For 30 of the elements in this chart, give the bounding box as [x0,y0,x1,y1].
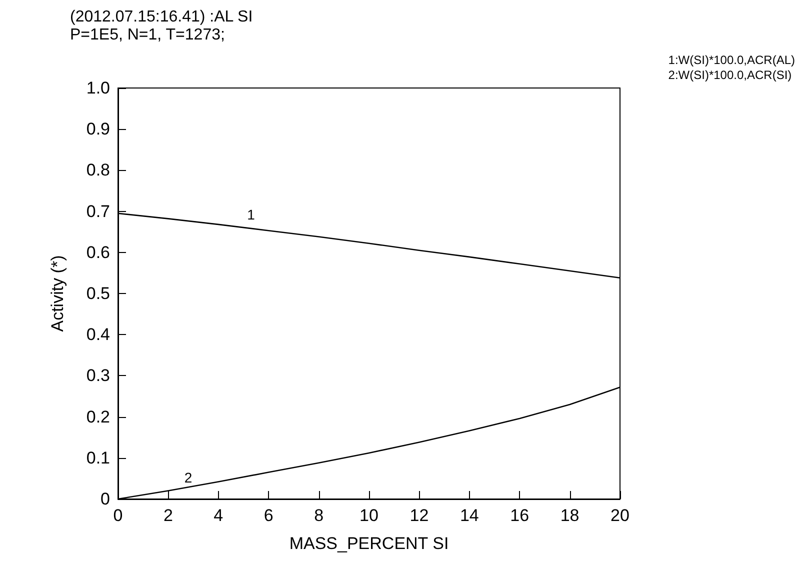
x-tick-label: 8 [314,506,324,525]
x-axis-title: MASS_PERCENT SI [289,534,449,553]
x-tick-label: 10 [360,506,378,525]
y-axis-title: Activity (*) [48,255,67,332]
x-tick-label: 6 [264,506,274,525]
x-tick-label: 12 [410,506,429,525]
x-tick-label: 2 [163,506,173,525]
text: 2:W(SI)*100.0,ACR(SI) [668,68,792,82]
x-tick-label: 14 [460,506,479,525]
y-tick-label: 0.5 [86,284,110,303]
y-tick-label: 0.3 [86,366,110,386]
x-tick-label: 0 [113,506,123,525]
y-tick-label: 0.4 [86,325,110,344]
annotation: 1 [247,206,256,223]
annotation: 2 [184,470,192,486]
y-tick-label: 0.1 [86,448,110,468]
x-tick-label: 18 [560,506,580,525]
y-tick-label: 0.8 [86,160,110,180]
chart-title: (2012.07.15:16.41) :AL SI [70,8,253,26]
y-tick-label: 0.7 [86,202,110,221]
x-tick-label: 4 [214,506,224,525]
chart-subtitle: P=1E5, N=1, T=1273; [70,26,225,44]
y-tick-label: 0.9 [86,120,110,139]
y-tick-label: 0.6 [86,242,110,262]
y-tick-label: 0 [100,490,110,508]
y-tick-label: 0.2 [86,407,110,426]
y-tick-label: 1.0 [86,78,110,98]
x-tick-label: 16 [510,506,530,525]
x-tick-label: 20 [610,506,630,525]
text: 1:W(SI)*100.0,ACR(AL) [668,53,796,67]
